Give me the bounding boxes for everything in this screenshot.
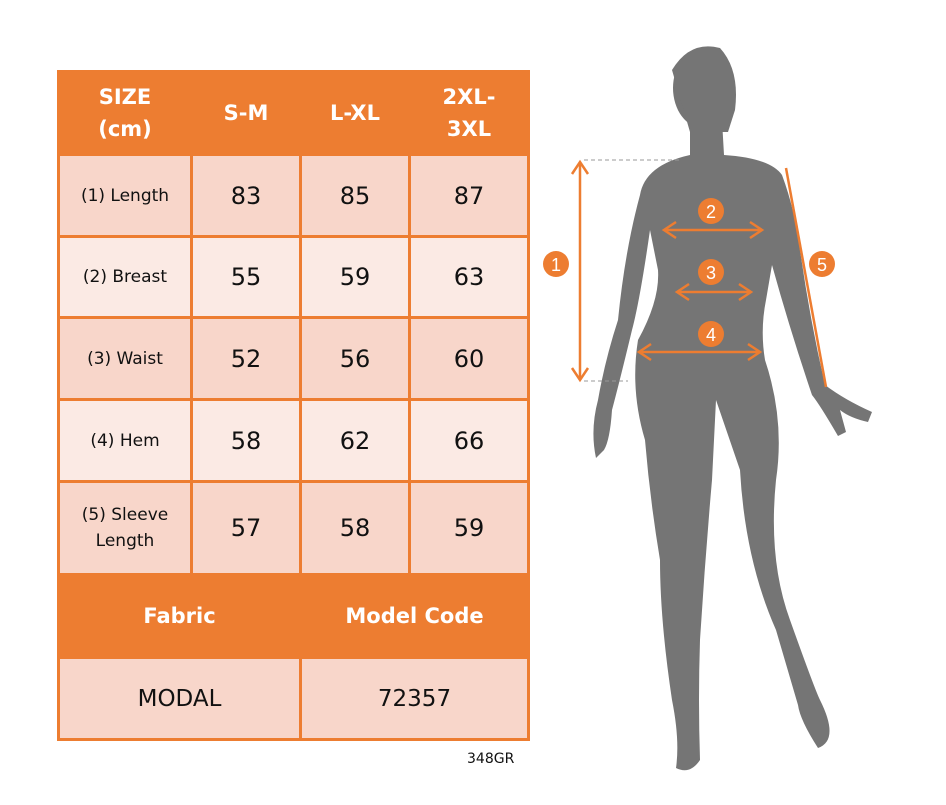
measure-arrows bbox=[570, 159, 828, 388]
row-label: (4) Hem bbox=[57, 398, 193, 483]
table-row: (1) Length 83 85 87 bbox=[57, 153, 530, 238]
header-model-code: Model Code bbox=[299, 573, 530, 659]
cell: 59 bbox=[408, 480, 530, 576]
footer-value-row: MODAL 72357 bbox=[57, 656, 530, 741]
marker-3: 3 bbox=[706, 263, 716, 283]
cell: 63 bbox=[408, 235, 530, 319]
header-row: SIZE (cm) S-M L-XL 2XL- 3XL bbox=[57, 70, 530, 156]
footer-header-row: Fabric Model Code bbox=[57, 573, 530, 659]
marker-5: 5 bbox=[817, 255, 827, 275]
cell: 56 bbox=[299, 316, 411, 401]
cell: 62 bbox=[299, 398, 411, 483]
silhouette bbox=[593, 46, 872, 771]
row-label: (2) Breast bbox=[57, 235, 193, 319]
header-fabric: Fabric bbox=[57, 573, 302, 659]
table-row: (2) Breast 55 59 63 bbox=[57, 235, 530, 319]
row-label: (1) Length bbox=[57, 153, 193, 238]
cell: 60 bbox=[408, 316, 530, 401]
guide-lines bbox=[584, 159, 680, 382]
row-label: (5) Sleeve Length bbox=[57, 480, 193, 576]
row-label: (3) Waist bbox=[57, 316, 193, 401]
header-2xl-3xl: 2XL- 3XL bbox=[408, 70, 530, 156]
fabric-value: MODAL bbox=[57, 656, 302, 741]
marker-2: 2 bbox=[706, 202, 716, 222]
marker-1: 1 bbox=[551, 255, 561, 275]
table-row: (3) Waist 52 56 60 bbox=[57, 316, 530, 401]
table-row: (4) Hem 58 62 66 bbox=[57, 398, 530, 483]
marker-4: 4 bbox=[706, 325, 716, 345]
cell: 57 bbox=[190, 480, 302, 576]
product-code: 348GR bbox=[467, 751, 515, 767]
markers: 1 2 3 4 5 bbox=[543, 198, 835, 347]
cell: 85 bbox=[299, 153, 411, 238]
header-l-xl: L-XL bbox=[299, 70, 411, 156]
cell: 55 bbox=[190, 235, 302, 319]
header-size: SIZE (cm) bbox=[57, 70, 193, 156]
header-s-m: S-M bbox=[190, 70, 302, 156]
cell: 58 bbox=[299, 480, 411, 576]
table-row: (5) Sleeve Length 57 58 59 bbox=[57, 480, 530, 576]
cell: 52 bbox=[190, 316, 302, 401]
size-table: SIZE (cm) S-M L-XL 2XL- 3XL (1) Length 8… bbox=[57, 70, 530, 741]
cell: 59 bbox=[299, 235, 411, 319]
model-code-value: 72357 bbox=[299, 656, 530, 741]
cell: 83 bbox=[190, 153, 302, 238]
cell: 87 bbox=[408, 153, 530, 238]
cell: 66 bbox=[408, 398, 530, 483]
cell: 58 bbox=[190, 398, 302, 483]
